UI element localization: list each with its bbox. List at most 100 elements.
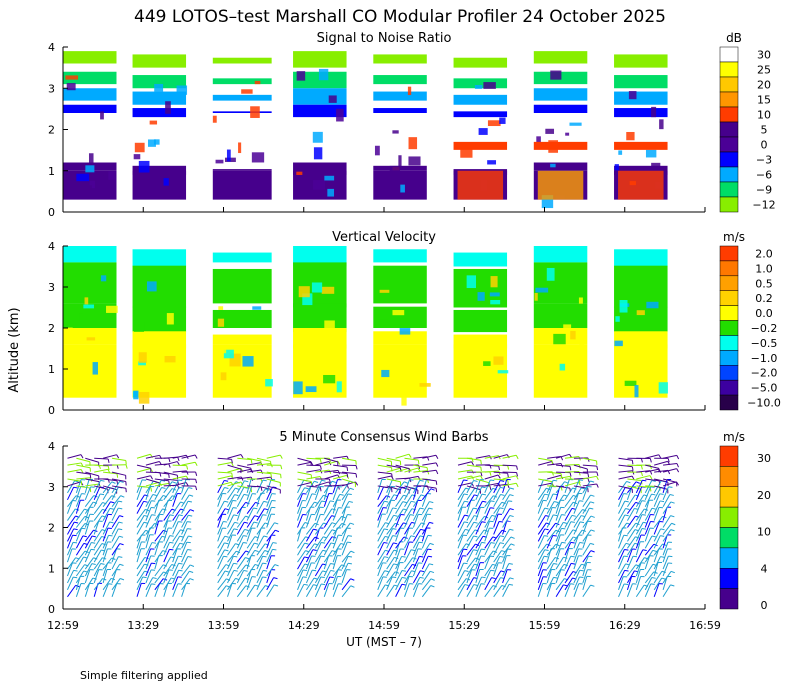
wind-barb: [412, 583, 419, 597]
wind-barb-flag: [624, 500, 629, 503]
wind-barb: [413, 464, 428, 469]
wind-barb-flag: [509, 577, 514, 580]
wind-barb-flag: [350, 578, 355, 581]
wind-barb: [227, 494, 235, 507]
profile-cell: [293, 303, 347, 333]
profile-cell: [312, 131, 323, 143]
wind-barb: [635, 494, 645, 507]
colorbar-swatch: [719, 181, 739, 198]
profile-cell: [615, 316, 620, 322]
wind-barb-flag: [564, 481, 569, 484]
wind-barb: [556, 464, 571, 467]
wind-barb-flag: [272, 548, 277, 551]
wind-barb-flag: [670, 584, 675, 587]
wind-barb: [662, 501, 672, 514]
wind-barb: [297, 584, 305, 598]
wind-barb-flag: [410, 549, 416, 552]
wind-barb: [102, 487, 111, 501]
wind-barb: [305, 562, 312, 577]
profile-cell: [487, 120, 501, 127]
wind-barb: [145, 460, 160, 466]
wind-barb: [314, 583, 322, 597]
wind-barb: [556, 485, 570, 489]
wind-barb-flag: [162, 508, 167, 511]
wind-barb-flag: [563, 556, 568, 559]
wind-barb-flag: [516, 472, 519, 477]
wind-barb: [217, 564, 227, 577]
wind-barb: [266, 486, 273, 500]
profile-cell: [169, 270, 182, 276]
wind-barb: [341, 478, 356, 484]
profile-cell: [614, 340, 623, 347]
x-tick-label: 16:59: [689, 619, 721, 632]
profile-cell: [392, 130, 399, 134]
wind-barb-flag: [178, 514, 183, 517]
wind-barb: [227, 487, 236, 501]
wind-barb-flag: [660, 528, 665, 531]
wind-barb: [653, 556, 661, 570]
wind-barb-flag: [118, 521, 123, 524]
wind-barb: [386, 542, 394, 556]
wind-barb: [484, 488, 494, 501]
wind-barb: [573, 493, 579, 507]
profile-cell: [63, 344, 117, 398]
wind-barb-flag: [651, 493, 656, 496]
colorbar-label: 0.5: [755, 277, 773, 290]
colorbar-swatch: [719, 568, 739, 589]
wind-barb: [323, 576, 331, 591]
profile-cell: [76, 173, 90, 182]
wind-barb: [314, 563, 323, 577]
wind-barb: [227, 570, 235, 584]
wind-barb: [626, 583, 633, 597]
wind-barb: [93, 536, 103, 549]
wind-barb-flag: [349, 487, 354, 491]
wind-barb: [305, 493, 313, 507]
colorbar-label: 5: [761, 124, 768, 137]
wind-barb: [395, 548, 401, 563]
wind-barb-flag: [169, 541, 174, 544]
profile-cell: [565, 132, 570, 136]
wind-barb: [136, 464, 151, 469]
wind-barb: [502, 548, 509, 563]
wind-barb: [457, 479, 464, 494]
wind-barb: [564, 548, 570, 563]
wind-barb-flag: [596, 465, 599, 471]
wind-barb: [305, 549, 314, 563]
profile-cell: [100, 111, 104, 120]
wind-barb: [341, 569, 348, 584]
colorbar-swatch: [719, 335, 739, 351]
wind-barb: [421, 563, 430, 577]
wind-barb: [662, 481, 677, 487]
profile-cell: [373, 108, 427, 113]
wind-barb-flag: [168, 473, 170, 479]
wind-barb-flag: [311, 493, 316, 495]
wind-barb: [67, 480, 76, 494]
wind-barb-flag: [401, 555, 406, 558]
wind-barb: [266, 534, 272, 549]
wind-barb: [181, 556, 189, 570]
wind-barb: [75, 543, 85, 556]
profile-cell: [298, 286, 310, 298]
colorbar-swatch: [719, 320, 739, 336]
wind-barb: [172, 482, 187, 487]
wind-barb: [582, 529, 592, 542]
wind-barb: [422, 454, 437, 459]
wind-barb-flag: [489, 485, 492, 491]
profile-cell: [533, 141, 588, 150]
wind-barb-flag: [671, 522, 676, 526]
wind-barb-flag: [500, 486, 505, 489]
wind-barb: [635, 521, 644, 535]
wind-barb: [395, 522, 404, 535]
wind-barb-flag: [624, 514, 629, 517]
panel-title: Signal to Noise Ratio: [317, 31, 452, 46]
wind-barb: [627, 515, 636, 528]
wind-barb: [172, 470, 187, 473]
wind-barb: [247, 469, 262, 473]
wind-barb: [84, 529, 94, 542]
wind-barb: [136, 522, 145, 535]
wind-barb-flag: [142, 576, 147, 579]
wind-barb-flag: [195, 485, 198, 491]
wind-barb: [377, 464, 392, 469]
wind-barb: [412, 514, 419, 528]
wind-barb: [377, 475, 392, 480]
